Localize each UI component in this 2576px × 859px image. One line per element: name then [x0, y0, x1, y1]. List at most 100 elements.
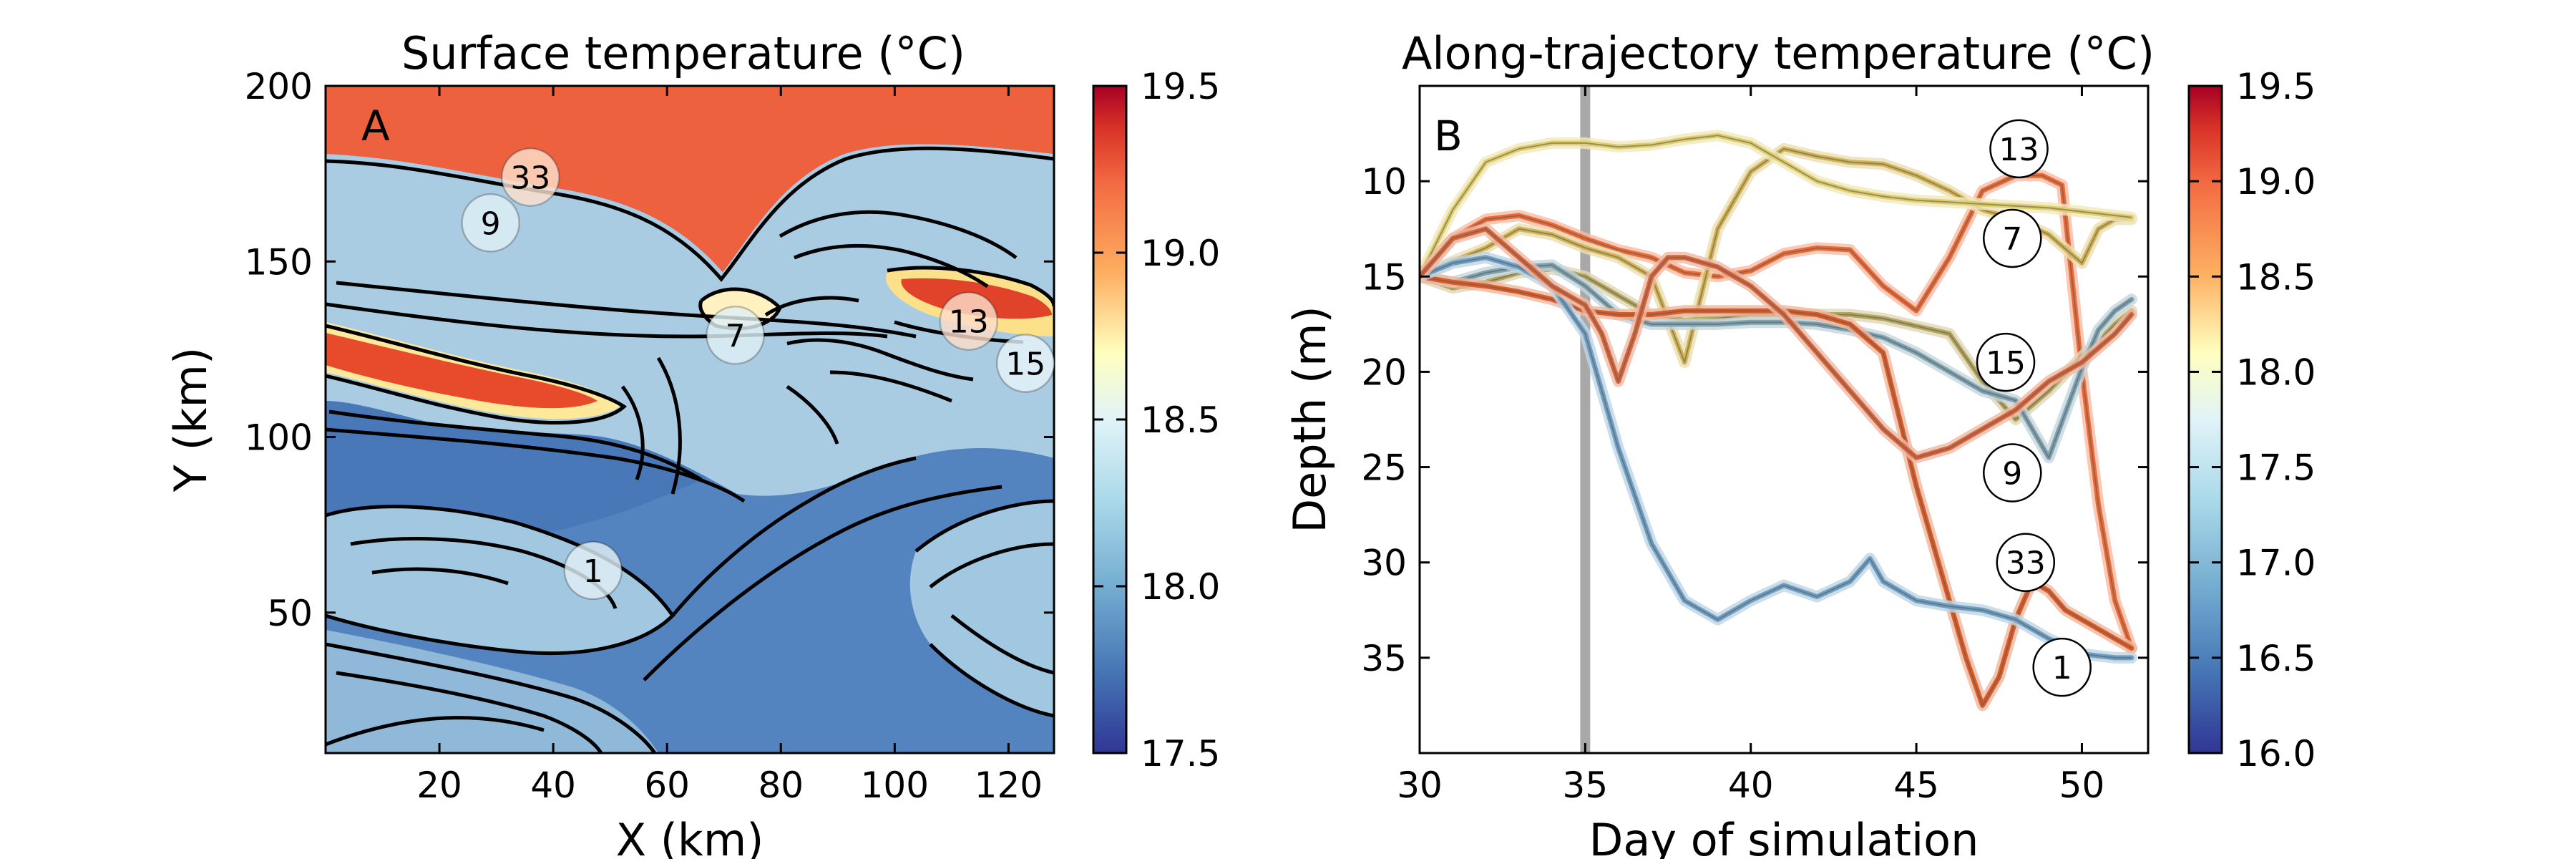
marker-label-b: 7 [2002, 221, 2022, 258]
y-tick-label-b: 20 [1361, 351, 1407, 393]
marker-circle-b [1989, 119, 2049, 179]
x-tick-label-b: 35 [1563, 765, 1609, 806]
marker-label-b: 33 [2006, 545, 2046, 582]
panel-b-xlabel: Day of simulation [1589, 814, 1979, 859]
colorbar-b-tick-label: 16.5 [2236, 638, 2316, 679]
y-tick-label-a: 50 [267, 593, 313, 634]
trajectory-marker-a: 7 [706, 306, 765, 365]
x-tick-label-b: 50 [2059, 765, 2105, 806]
trajectory-marker-b: 9 [1983, 443, 2042, 503]
colorbar-a-tick-label: 17.5 [1141, 733, 1220, 775]
marker-circle-a [940, 292, 997, 350]
marker-label-a: 13 [949, 304, 989, 341]
marker-label-b: 9 [2002, 456, 2022, 492]
marker-label-b: 15 [1986, 345, 2026, 382]
marker-circle-a [997, 334, 1055, 392]
y-tick-label-b: 10 [1361, 161, 1407, 203]
y-tick-label-a: 150 [245, 241, 313, 283]
trajectory-core [1420, 135, 2132, 277]
x-tick-label-a: 20 [416, 765, 462, 806]
colorbar-a-tick-label: 19.0 [1141, 233, 1220, 274]
trajectory-marker-b: 15 [1976, 332, 2036, 392]
marker-circle-a [462, 194, 519, 252]
trajectory-core [1420, 264, 2132, 459]
marker-label-a: 9 [481, 205, 501, 242]
y-tick-label-b: 35 [1361, 638, 1407, 679]
y-tick-label-b: 30 [1361, 543, 1407, 584]
colorbar-b-tick-label: 18.5 [2236, 256, 2316, 298]
y-axis-b: 10 15 20 25 30 35 [1361, 161, 2148, 679]
panel-b-markers: 13 7 15 9 33 1 [1976, 119, 2092, 697]
colorbar-a-tick-label: 19.5 [1141, 66, 1220, 107]
colorbar-b-tick-label: 18.0 [2236, 351, 2316, 393]
marker-circle-b [1983, 208, 2042, 268]
panel-a-ylabel: Y (km) [165, 347, 217, 492]
temperature-field [326, 86, 1054, 753]
panel-a-xlabel: X (km) [616, 814, 764, 859]
marker-circle-b [2032, 637, 2092, 697]
marker-circle-b [1976, 332, 2036, 392]
colorbar-b-tick-label: 16.0 [2236, 733, 2316, 775]
panel-b-letter: B [1434, 112, 1463, 160]
colorbar-a-tick-label: 18.5 [1141, 399, 1220, 441]
plot-frame-a [324, 84, 1055, 754]
colorbar-b-tick-label: 17.0 [2236, 543, 2316, 584]
marker-label-a: 15 [1005, 346, 1045, 383]
colorbar-b-tick-label: 19.0 [2236, 161, 2316, 203]
marker-ring-a [995, 334, 1055, 393]
trajectory-lines [1420, 130, 2137, 712]
y-axis-a: 50 100 150 200 [245, 66, 1054, 634]
x-tick-label-b: 45 [1893, 765, 1939, 806]
colorbar-b-tick-label: 17.5 [2236, 447, 2316, 489]
marker-ring-a [939, 291, 998, 351]
x-tick-label-a: 40 [530, 765, 576, 806]
x-tick-label-a: 60 [644, 765, 690, 806]
x-tick-label-a: 100 [861, 765, 929, 806]
marker-circle-a [564, 541, 622, 599]
marker-ring-a [563, 540, 623, 601]
marker-ring-a [706, 306, 765, 365]
y-tick-label-a: 100 [245, 417, 313, 459]
trajectory-core [1420, 147, 2132, 364]
panel-a-markers: 339 7 13 15 1 [461, 147, 1055, 601]
trajectory-marker-b: 1 [2032, 637, 2092, 697]
trajectory-core [1420, 175, 2132, 649]
y-tick-label-b: 25 [1361, 447, 1407, 489]
marker-circle-a [502, 148, 560, 206]
marker-label-b: 1 [2052, 650, 2072, 686]
marker-label-a: 1 [583, 553, 603, 590]
trajectory-marker-b: 7 [1983, 208, 2042, 268]
trajectory-marker-a: 15 [995, 334, 1055, 393]
marker-label-a: 33 [510, 160, 550, 197]
plot-frame-b [1418, 84, 2150, 754]
contour-lines [326, 146, 1054, 753]
trajectory-marker-a: 9 [461, 193, 520, 253]
colorbar-b-ticks: 19.5 19.0 18.5 18.0 17.5 17.0 16.5 16.0 [2189, 66, 2316, 775]
y-tick-label-b: 15 [1361, 256, 1407, 298]
marker-circle-b [1996, 533, 2056, 592]
colorbar-b-tick-label: 19.5 [2236, 66, 2316, 107]
marker-label-a: 7 [726, 318, 746, 354]
colorbar-a-ticks: 19.5 19.0 18.5 18.0 17.5 [1093, 66, 1220, 775]
x-tick-label-a: 120 [975, 765, 1043, 806]
panel-a-letter: A [361, 102, 390, 150]
y-tick-label-a: 200 [245, 66, 313, 107]
panel-b-ylabel: Depth (m) [1284, 306, 1336, 533]
marker-circle-b [1983, 443, 2042, 503]
panel-b: 30 35 40 45 50 10 15 20 25 30 35 Along-trajectory… [1284, 27, 2316, 859]
x-axis-a: 20 40 60 80 100 120 [416, 86, 1043, 806]
panel-b-title: Along-trajectory temperature (°C) [1402, 27, 2155, 79]
trajectory-marker-a: 33 [501, 147, 560, 207]
x-tick-label-a: 80 [758, 765, 804, 806]
panel-a-title: Surface temperature (°C) [401, 27, 965, 79]
marker-label-b: 13 [1999, 132, 2039, 168]
marker-ring-a [461, 193, 520, 253]
marker-circle-a [706, 306, 764, 364]
colorbar-b [2187, 84, 2223, 754]
marker-ring-a [501, 147, 560, 207]
x-axis-b: 30 35 40 45 50 [1397, 86, 2104, 806]
colorbar-a-tick-label: 18.0 [1141, 566, 1220, 608]
x-tick-label-b: 30 [1397, 765, 1443, 806]
x-tick-label-b: 40 [1728, 765, 1774, 806]
